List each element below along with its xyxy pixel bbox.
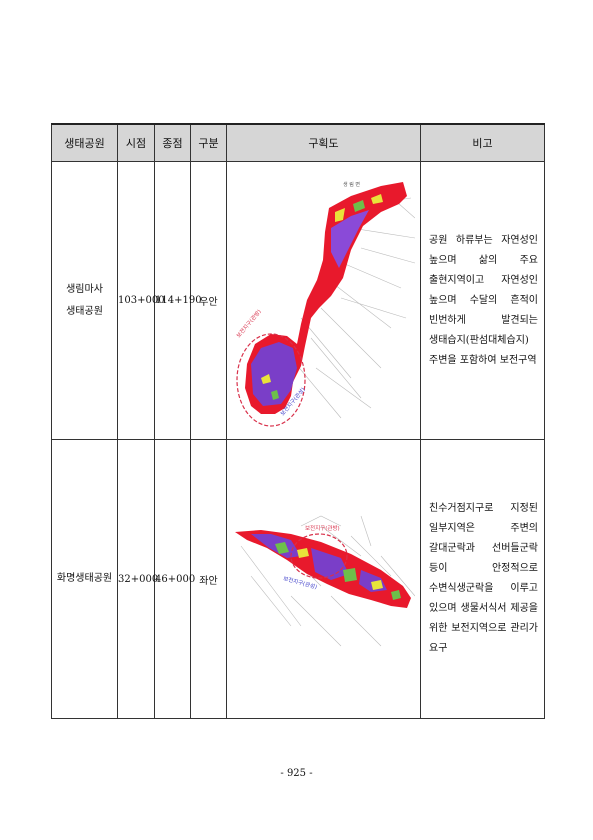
plan-map-image-2: 보전지구(관방) 보전지구(관성) [235,515,415,647]
table-row: 화명생태공원 32+000 46+000 좌안 보전지구(관방) 보전지구(관성… [51,439,545,719]
map-label-zone-top: 보전지구(관방) [305,524,340,532]
park-name-cell: 화명생태공원 [51,439,118,719]
eco-park-table: 생태공원 시점 종점 구분 구획도 비고 생림마사 생태공원 103+000 1… [51,123,545,719]
side-cell: 좌안 [190,439,227,719]
header-park: 생태공원 [51,123,118,162]
header-row: 생태공원 시점 종점 구분 구획도 비고 [51,123,545,162]
header-end: 종점 [154,123,191,162]
page-number: - 925 - [280,768,313,779]
header-note: 비고 [420,123,545,162]
park-zone-purple [331,210,369,268]
note-cell: 친수거점지구로 지정된 일부지역은 주변의 갈대군락과 선버들군락 등이 안정적… [420,439,545,719]
end-cell: 114+190 [154,161,202,440]
table-row: 생림마사 생태공원 103+000 114+190 우안 생 림 면 [51,161,545,440]
side-cell: 우안 [190,161,227,440]
plan-map-cell: 생 림 면 보전지구(관방) 보전지구(관성) [226,161,421,440]
end-cell: 46+000 [154,439,195,719]
header-plan: 구획도 [226,123,421,162]
header-side: 구분 [190,123,227,162]
park-name-line: 생태공원 [66,305,103,317]
conservation-zone-circle [290,533,348,579]
start-cell: 103+000 [117,161,165,440]
header-start: 시점 [117,123,155,162]
park-name-cell: 생림마사 생태공원 [51,161,118,440]
map-label-north: 생 림 면 [343,181,360,188]
map-label-zone-top: 보전지구(관방) [234,308,262,340]
park-zone-yellow [297,548,383,590]
note-cell: 공원 하류부는 자연성인 높으며 삶의 주요 출현지역이고 자연성인 높으며 수… [420,161,545,440]
start-cell: 32+000 [117,439,158,719]
plan-map-image-1: 생 림 면 보전지구(관방) 보전지구(관성) [234,181,415,427]
park-name-line: 화명생태공원 [56,573,113,584]
park-zone-purple [251,342,297,406]
plan-map-cell: 보전지구(관방) 보전지구(관성) [226,439,421,719]
conservation-zone-circle [236,333,306,427]
park-name-line: 생림마사 [66,283,103,295]
